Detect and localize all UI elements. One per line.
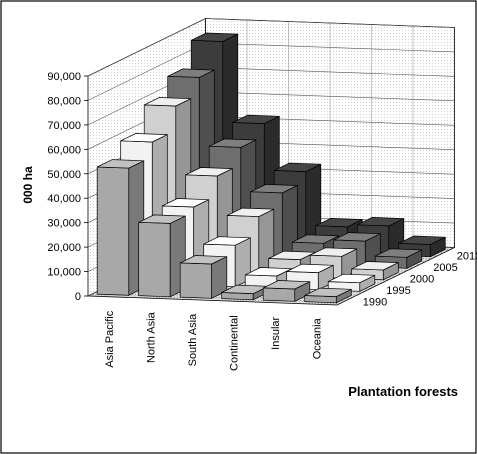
bar-top: [292, 234, 339, 244]
category-label: Continental: [228, 315, 240, 371]
bar-top: [232, 114, 280, 124]
series-label: 2000: [410, 273, 434, 285]
category-label: North Asia: [145, 311, 157, 363]
chart-title: Plantation forests: [348, 384, 458, 399]
y-tick-label: 90,000: [47, 71, 81, 83]
bar-top: [162, 198, 209, 208]
bar-top: [357, 217, 404, 227]
bar-front: [262, 287, 296, 302]
category-label: Insular: [270, 316, 282, 349]
y-tick-label: 60,000: [47, 144, 81, 156]
bar-top: [375, 248, 422, 258]
bar-front: [96, 166, 130, 296]
category-label: Asia Pacific: [104, 310, 116, 367]
bar-top: [191, 32, 238, 42]
bar: [179, 255, 228, 299]
bar-top: [227, 207, 274, 217]
y-tick-label: 40,000: [47, 193, 81, 205]
y-axis-title: 000 ha: [21, 166, 35, 204]
bar-top: [209, 138, 256, 148]
y-tick-label: 0: [75, 291, 81, 303]
bar-top: [398, 235, 446, 245]
bar: [304, 287, 352, 304]
y-tick-label: 80,000: [47, 95, 81, 107]
bar-top: [274, 162, 321, 172]
bar-top: [328, 273, 375, 284]
bar-top: [286, 263, 334, 273]
bar-top: [250, 184, 298, 194]
bar-top: [120, 133, 168, 143]
bar: [96, 159, 145, 296]
series-label: 1995: [386, 285, 410, 297]
bar-top: [310, 247, 357, 257]
bars: [96, 32, 446, 304]
bar-top: [263, 280, 310, 290]
x-axis-categories: Asia Pacific North Asia South Asia Continen…: [104, 310, 323, 371]
bar-top: [138, 214, 186, 224]
bar-front: [179, 262, 213, 299]
bar-top: [167, 68, 215, 78]
category-label: South Asia: [187, 313, 199, 366]
bar: [244, 267, 293, 289]
y-tick-label: 10,000: [47, 267, 81, 279]
bar-top: [203, 236, 251, 246]
bar-top: [97, 159, 144, 169]
category-label: Oceania: [311, 317, 323, 359]
bar-top: [180, 255, 227, 265]
bar-top: [315, 218, 363, 228]
y-tick-label: 20,000: [47, 242, 81, 254]
bar-top: [333, 232, 381, 242]
y-axis-ticks: 0 10,000 20,000 30,000 40,000 50,000 60,000 70,…: [47, 71, 88, 303]
y-tick-label: 50,000: [47, 169, 81, 181]
bar-front: [138, 221, 171, 298]
bar-top: [144, 97, 191, 107]
series-label: 1990: [363, 296, 387, 308]
bar-top: [185, 167, 233, 177]
bar-top: [304, 287, 352, 297]
bar: [262, 280, 311, 302]
series-label: 2005: [433, 262, 457, 274]
y-tick-label: 70,000: [47, 120, 81, 132]
y-tick-label: 30,000: [47, 218, 81, 230]
bar-top: [351, 261, 399, 271]
bar: [138, 214, 186, 298]
